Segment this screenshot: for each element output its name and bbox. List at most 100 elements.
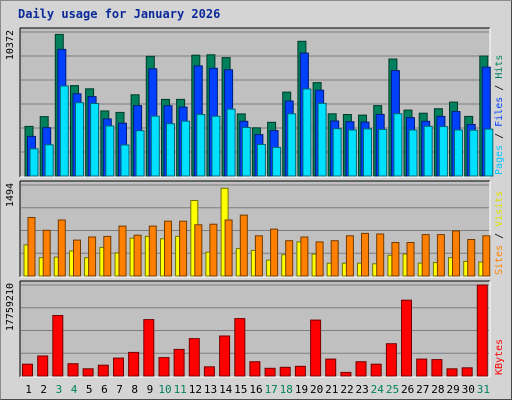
x-tick-label-day-8: 8 bbox=[131, 383, 138, 396]
x-tick-label-day-29: 29 bbox=[446, 383, 459, 396]
x-tick-label-day-13: 13 bbox=[204, 383, 217, 396]
bar-kbytes-day-30 bbox=[461, 367, 473, 377]
y-max-label-middle: 1494 bbox=[5, 183, 16, 207]
bar-pages-day-3 bbox=[59, 85, 69, 177]
bar-kbytes-day-21 bbox=[325, 358, 337, 377]
bar-pages-day-4 bbox=[75, 102, 84, 177]
legend-entry: Pages bbox=[494, 145, 505, 175]
bar-sites-day-20 bbox=[315, 241, 324, 277]
bar-kbytes-day-4 bbox=[67, 363, 79, 377]
bar-sites-day-24 bbox=[376, 233, 385, 277]
x-tick-label-day-18: 18 bbox=[280, 383, 293, 396]
x-tick-label-day-25: 25 bbox=[386, 383, 399, 396]
x-tick-label-day-12: 12 bbox=[189, 383, 202, 396]
bar-sites-day-23 bbox=[361, 232, 369, 277]
x-tick-label-day-1: 1 bbox=[25, 383, 32, 396]
bar-sites-day-30 bbox=[467, 239, 476, 277]
bar-kbytes-day-17 bbox=[264, 367, 276, 377]
bar-pages-day-15 bbox=[241, 127, 251, 177]
bar-kbytes-day-20 bbox=[310, 319, 322, 377]
bar-sites-day-19 bbox=[300, 236, 309, 277]
x-tick-label-day-4: 4 bbox=[71, 383, 78, 396]
bar-pages-day-7 bbox=[120, 144, 130, 177]
legend-entry: KBytes bbox=[494, 339, 505, 375]
bar-sites-day-1 bbox=[27, 217, 36, 277]
bar-pages-day-6 bbox=[105, 125, 115, 177]
bar-kbytes-day-27 bbox=[416, 358, 428, 377]
x-tick-label-day-27: 27 bbox=[416, 383, 429, 396]
bar-sites-day-27 bbox=[421, 234, 430, 277]
x-tick-label-day-19: 19 bbox=[295, 383, 308, 396]
legend-entry: / bbox=[494, 227, 505, 245]
bar-kbytes-day-9 bbox=[143, 319, 155, 377]
bar-pages-day-11 bbox=[181, 120, 191, 177]
bar-sites-day-17 bbox=[270, 228, 279, 277]
bar-pages-day-24 bbox=[378, 128, 388, 177]
x-tick-label-day-16: 16 bbox=[249, 383, 262, 396]
bar-kbytes-day-24 bbox=[370, 363, 382, 377]
bar-kbytes-day-15 bbox=[234, 318, 246, 377]
bar-sites-day-2 bbox=[42, 229, 51, 277]
x-tick-label-day-23: 23 bbox=[355, 383, 368, 396]
bar-pages-day-28 bbox=[438, 126, 448, 177]
bar-pages-day-17 bbox=[272, 146, 282, 177]
bar-pages-day-5 bbox=[90, 103, 100, 177]
bar-sites-day-26 bbox=[406, 242, 415, 277]
bar-pages-day-21 bbox=[332, 128, 342, 177]
bar-pages-day-1 bbox=[29, 148, 39, 177]
x-tick-label-day-14: 14 bbox=[219, 383, 233, 396]
bar-kbytes-day-19 bbox=[294, 365, 306, 377]
bar-kbytes-day-23 bbox=[355, 361, 367, 377]
bar-kbytes-day-31 bbox=[476, 284, 488, 377]
bar-pages-day-2 bbox=[44, 144, 54, 177]
chart-title: Daily usage for January 2026 bbox=[18, 7, 221, 21]
bar-pages-day-22 bbox=[347, 129, 357, 177]
bar-pages-day-29 bbox=[454, 129, 463, 177]
bar-sites-day-12 bbox=[194, 224, 203, 277]
bar-pages-day-8 bbox=[135, 130, 145, 177]
bar-kbytes-day-14 bbox=[219, 335, 231, 377]
bar-kbytes-day-1 bbox=[22, 363, 33, 377]
bar-sites-day-29 bbox=[452, 230, 460, 277]
x-tick-label-day-6: 6 bbox=[101, 383, 108, 396]
legend-middle: Sites / Visits bbox=[494, 191, 505, 275]
legend-entry: / bbox=[494, 79, 505, 97]
bar-kbytes-day-22 bbox=[340, 371, 352, 377]
bar-kbytes-day-10 bbox=[158, 357, 170, 377]
bar-sites-day-15 bbox=[239, 214, 248, 277]
bar-sites-day-8 bbox=[133, 234, 142, 277]
bar-sites-day-6 bbox=[103, 235, 112, 277]
x-tick-label-day-9: 9 bbox=[147, 383, 154, 396]
bar-kbytes-day-29 bbox=[446, 368, 458, 377]
bar-kbytes-day-18 bbox=[279, 366, 291, 377]
bar-kbytes-day-7 bbox=[113, 357, 124, 377]
bar-pages-day-23 bbox=[363, 128, 372, 177]
x-tick-label-day-31: 31 bbox=[477, 383, 490, 396]
x-tick-label-day-7: 7 bbox=[116, 383, 123, 396]
bar-pages-day-13 bbox=[211, 115, 221, 177]
y-max-label-bottom: 17759210 bbox=[5, 283, 16, 331]
x-tick-label-day-20: 20 bbox=[310, 383, 323, 396]
bar-pages-day-14 bbox=[226, 108, 236, 177]
x-tick-label-day-5: 5 bbox=[86, 383, 93, 396]
bar-sites-day-13 bbox=[209, 223, 218, 277]
bar-sites-day-21 bbox=[330, 240, 339, 277]
bar-sites-day-9 bbox=[148, 225, 157, 277]
bar-sites-day-3 bbox=[57, 219, 66, 277]
x-tick-label-day-3: 3 bbox=[56, 383, 63, 396]
x-tick-label-day-2: 2 bbox=[40, 383, 47, 396]
bar-pages-day-12 bbox=[196, 114, 206, 177]
bar-sites-day-4 bbox=[73, 239, 81, 277]
bar-pages-day-26 bbox=[408, 129, 418, 177]
bar-pages-day-25 bbox=[393, 113, 403, 177]
x-tick-label-day-11: 11 bbox=[174, 383, 187, 396]
legend-entry: Files bbox=[494, 97, 505, 127]
bar-kbytes-day-16 bbox=[249, 361, 261, 377]
bar-kbytes-day-6 bbox=[97, 364, 109, 377]
bar-pages-day-30 bbox=[469, 129, 479, 177]
bar-sites-day-14 bbox=[224, 219, 233, 277]
bar-kbytes-day-8 bbox=[128, 351, 140, 377]
x-tick-label-day-30: 30 bbox=[462, 383, 475, 396]
legend-entry: Visits bbox=[494, 191, 505, 227]
